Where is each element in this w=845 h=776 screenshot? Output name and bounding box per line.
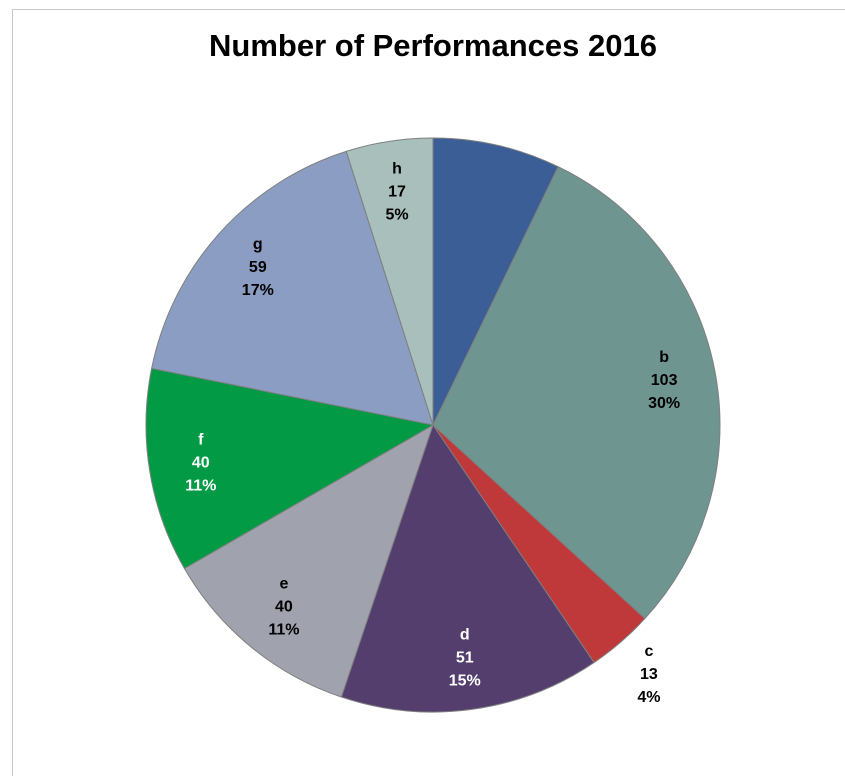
slice-name-label: h [392,161,402,178]
pie-slice [183,423,434,698]
pie-slice [432,166,721,620]
slice-value-label: 17 [388,184,406,201]
slice-percent-label: 30% [648,395,680,412]
slice-percent-label: 17% [242,282,274,299]
frame [12,9,845,776]
slice-name-label: d [460,626,470,643]
pie-slice [345,137,434,426]
pie-slice [151,150,434,426]
slice-value-label: 59 [249,259,267,276]
pie-slice [432,137,559,426]
pie-slice [145,367,435,570]
slice-value-label: 13 [640,666,658,683]
slice-percent-label: 4% [637,689,660,706]
slice-percent-label: 11% [268,621,299,638]
slice-name-label: c [644,643,653,660]
slice-percent-label: 15% [449,672,481,689]
slice-value-label: 103 [651,372,678,389]
slice-percent-label: 11% [185,477,216,494]
pie-slice [340,423,595,713]
slice-name-label: b [659,349,669,366]
slice-value-label: 40 [275,598,293,615]
slice-name-label: f [198,431,204,448]
slice-name-label: g [253,236,263,253]
chart-title: Number of Performances 2016 [209,28,657,63]
slice-name-label: e [279,575,288,592]
slice-value-label: 40 [192,454,210,471]
slice-value-label: 51 [456,649,474,666]
slice-percent-label: 5% [385,207,408,224]
